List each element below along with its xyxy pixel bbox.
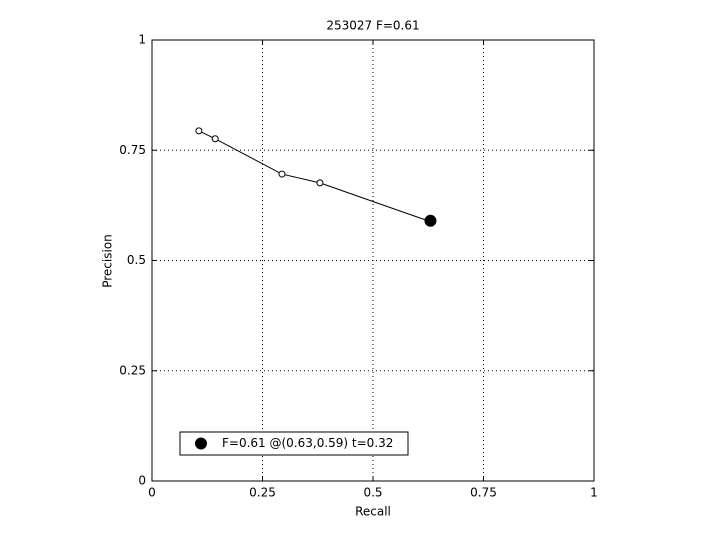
data-point [195, 127, 203, 135]
legend-box [179, 431, 409, 456]
data-point [424, 214, 437, 227]
y-tick-label: 0 [138, 474, 146, 488]
x-tick-label: 1 [590, 486, 598, 500]
x-tick-label: 0 [148, 486, 156, 500]
x-tick-label: 0.25 [249, 486, 276, 500]
y-tick-label: 0.5 [127, 253, 146, 267]
y-tick-label: 0.75 [119, 143, 146, 157]
legend-marker [195, 437, 207, 450]
y-tick-label: 0.25 [119, 363, 146, 377]
legend-label: F=0.61 @(0.63,0.59) t=0.32 [222, 436, 393, 450]
data-point [278, 170, 286, 178]
x-tick-label: 0.5 [363, 486, 382, 500]
x-tick-label: 0.75 [470, 486, 497, 500]
axes-frame [151, 39, 595, 482]
y-tick-label: 1 [138, 33, 146, 47]
y-axis-label: Precision [101, 234, 115, 288]
x-axis-label: Recall [355, 505, 391, 519]
data-point [211, 135, 219, 143]
data-point [316, 179, 324, 187]
chart-title: 253027 F=0.61 [326, 19, 419, 33]
